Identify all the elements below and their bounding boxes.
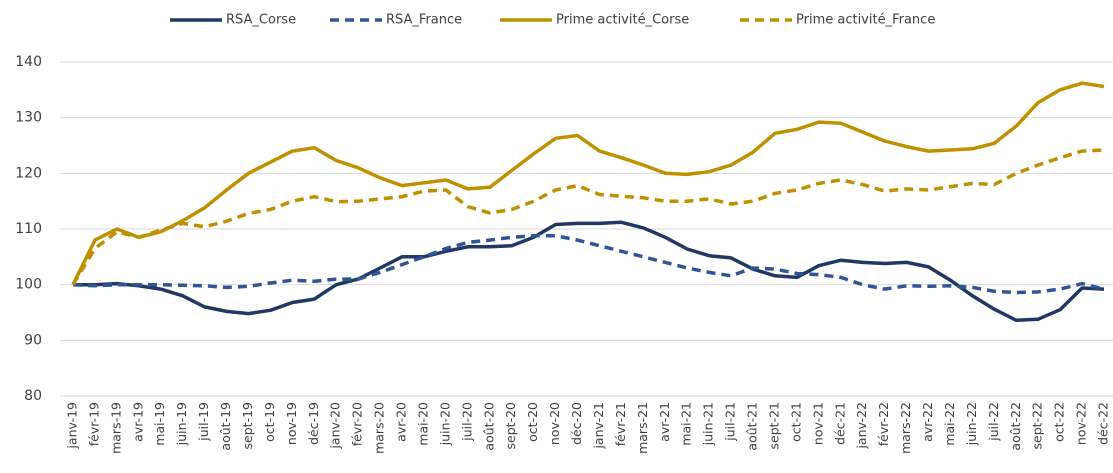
x-tick-label: mai-21 <box>679 402 694 446</box>
x-tick-label: juin-21 <box>701 402 716 446</box>
series-line <box>71 148 1105 286</box>
x-tick-label: avr-22 <box>920 402 935 442</box>
x-tick-label: mai-20 <box>415 402 430 446</box>
x-tick-label: sept-20 <box>503 402 518 450</box>
y-tick-label: 110 <box>15 221 42 237</box>
x-tick-label: mai-22 <box>942 402 957 446</box>
x-tick-label: nov-19 <box>284 402 299 445</box>
y-tick-label: 140 <box>15 54 42 70</box>
x-tick-label: avr-19 <box>130 402 145 442</box>
x-tick-label: déc-19 <box>306 402 321 445</box>
x-tick-label: févr-22 <box>876 402 891 446</box>
legend-label: Prime activité_Corse <box>556 13 689 28</box>
x-tick-label: janv-19 <box>65 402 80 450</box>
x-tick-label: oct-22 <box>1052 402 1067 442</box>
legend-label: Prime activité_France <box>796 13 935 28</box>
legend-label: RSA_France <box>386 13 462 28</box>
x-tick-label: janv-20 <box>328 402 343 450</box>
x-tick-label: août-21 <box>745 402 760 451</box>
x-tick-label: juil-21 <box>723 402 738 442</box>
x-tick-label: sept-19 <box>240 402 255 450</box>
legend-label: RSA_Corse <box>226 13 296 28</box>
x-tick-label: déc-21 <box>832 402 847 445</box>
y-tick-label: 80 <box>24 388 42 404</box>
x-tick-label: févr-19 <box>86 402 101 446</box>
x-tick-label: août-22 <box>1008 402 1023 451</box>
x-tick-label: mars-19 <box>108 402 123 454</box>
x-tick-label: mars-20 <box>372 402 387 454</box>
y-tick-label: 120 <box>15 165 42 181</box>
x-tick-label: avr-20 <box>394 402 409 442</box>
x-tick-label: déc-22 <box>1096 402 1111 445</box>
x-tick-label: déc-20 <box>569 402 584 445</box>
x-tick-label: sept-22 <box>1030 402 1045 449</box>
y-tick-label: 100 <box>15 277 42 293</box>
x-tick-label: juil-19 <box>196 402 211 442</box>
x-tick-label: juin-19 <box>174 402 189 446</box>
x-tick-label: oct-21 <box>788 402 803 442</box>
x-tick-label: août-19 <box>218 402 233 451</box>
x-tick-label: oct-20 <box>525 402 540 442</box>
x-tick-label: août-20 <box>481 402 496 451</box>
x-tick-label: mai-19 <box>152 402 167 446</box>
series-line <box>73 220 1105 323</box>
y-tick-label: 90 <box>24 332 42 348</box>
x-tick-label: juin-20 <box>437 402 452 446</box>
x-tick-label: juil-20 <box>459 402 474 442</box>
x-tick-label: nov-20 <box>547 402 562 445</box>
x-tick-label: nov-22 <box>1074 402 1089 445</box>
x-tick-label: juil-22 <box>986 402 1001 442</box>
x-tick-label: févr-20 <box>350 402 365 446</box>
x-tick-label: mars-21 <box>635 402 650 454</box>
x-tick-label: oct-19 <box>262 402 277 442</box>
x-tick-label: févr-21 <box>613 402 628 446</box>
x-tick-label: janv-21 <box>591 402 606 450</box>
x-tick-label: sept-21 <box>766 402 781 449</box>
x-tick-label: mars-22 <box>898 402 913 454</box>
series-line <box>72 233 1105 295</box>
y-tick-label: 130 <box>15 110 42 126</box>
series-line <box>71 81 1105 286</box>
x-tick-label: avr-21 <box>657 402 672 442</box>
x-tick-label: nov-21 <box>810 402 825 445</box>
x-tick-label: juin-22 <box>964 402 979 446</box>
x-tick-label: janv-22 <box>854 402 869 450</box>
